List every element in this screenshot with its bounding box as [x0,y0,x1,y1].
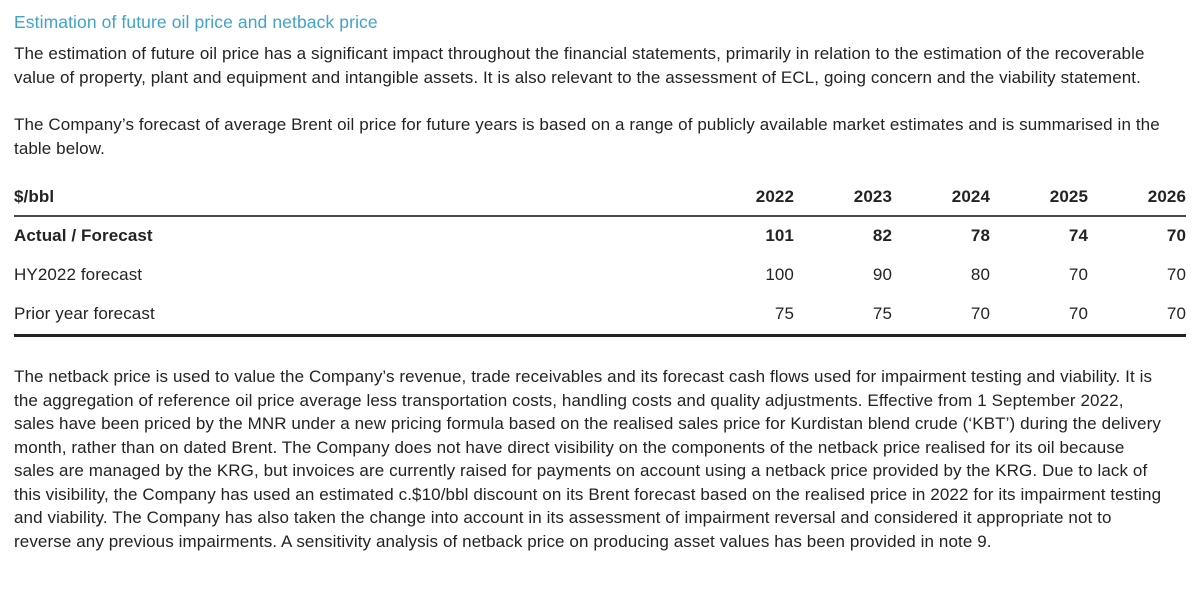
cell-value: 70 [1166,265,1186,284]
table-row-prior-year-forecast: Prior year forecast 75 75 70 70 70 [14,295,1186,337]
cell-value: 74 [1068,226,1088,245]
row-label: Prior year forecast [14,295,696,337]
cell-value: 70 [990,295,1088,337]
table-year-2022: 2022 [696,187,794,217]
row-label: Actual / Forecast [14,226,153,245]
cell-value: 70 [1166,226,1186,245]
cell-value: 100 [765,265,794,284]
table-header-row: $/bbl 2022 2023 2024 2025 2026 [14,187,1186,217]
cell-value: 70 [1068,265,1088,284]
table-year-2026: 2026 [1088,187,1186,217]
cell-value: 75 [696,295,794,337]
table-row-hy2022-forecast: HY2022 forecast 100 90 80 70 70 [14,256,1186,295]
cell-value: 101 [765,226,794,245]
table-year-2025: 2025 [990,187,1088,217]
table-row-actual-forecast: Actual / Forecast 101 82 78 74 70 [14,216,1186,256]
row-label: HY2022 forecast [14,265,143,284]
cell-value: 75 [794,295,892,337]
cell-value: 90 [872,265,892,284]
cell-value: 78 [970,226,990,245]
cell-value: 70 [892,295,990,337]
table-year-2023: 2023 [794,187,892,217]
forecast-basis-paragraph: The Company’s forecast of average Brent … [14,115,1160,158]
oil-price-forecast-table: $/bbl 2022 2023 2024 2025 2026 Actual / … [14,187,1186,337]
netback-paragraph: The netback price is used to value the C… [14,367,1162,551]
cell-value: 80 [970,265,990,284]
table-year-2024: 2024 [892,187,990,217]
intro-paragraph: The estimation of future oil price has a… [14,44,1145,87]
section-heading: Estimation of future oil price and netba… [14,12,378,32]
cell-value: 82 [872,226,892,245]
table-unit-header: $/bbl [14,187,696,217]
cell-value: 70 [1088,295,1186,337]
